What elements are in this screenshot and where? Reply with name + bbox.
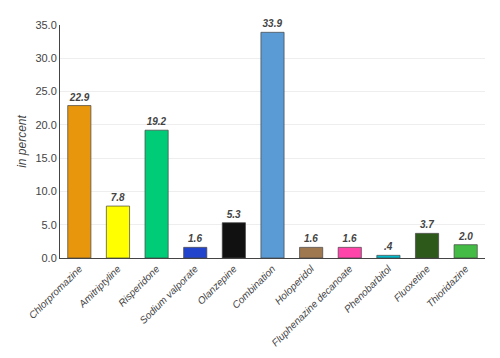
svg-text:5.3: 5.3 — [227, 209, 241, 220]
svg-text:35.0: 35.0 — [35, 19, 56, 31]
svg-text:1.6: 1.6 — [304, 233, 318, 244]
svg-text:Sodium valporate: Sodium valporate — [137, 263, 200, 326]
svg-text:2.0: 2.0 — [458, 231, 473, 242]
svg-text:Chlorpromazine: Chlorpromazine — [27, 263, 85, 321]
svg-text:19.2: 19.2 — [147, 116, 167, 127]
svg-text:Thioridazine: Thioridazine — [424, 263, 471, 310]
svg-text:1.6: 1.6 — [343, 233, 357, 244]
svg-text:22.9: 22.9 — [69, 92, 90, 103]
svg-text:25.0: 25.0 — [35, 85, 56, 97]
svg-text:3.7: 3.7 — [420, 219, 434, 230]
svg-text:Olanzepine: Olanzepine — [195, 263, 239, 307]
svg-text:33.9: 33.9 — [263, 18, 283, 29]
svg-text:10.0: 10.0 — [35, 185, 56, 197]
svg-text:Combination: Combination — [230, 263, 278, 311]
svg-text:0.0: 0.0 — [42, 252, 57, 264]
svg-text:20.0: 20.0 — [35, 119, 56, 131]
svg-text:15.0: 15.0 — [35, 152, 56, 164]
svg-text:Holoperidol: Holoperidol — [273, 263, 317, 307]
svg-text:in percent: in percent — [15, 114, 29, 167]
svg-text:7.8: 7.8 — [111, 192, 125, 203]
svg-text:30.0: 30.0 — [35, 52, 56, 64]
svg-text:Phenobarbitol: Phenobarbitol — [342, 263, 394, 315]
svg-text:1.6: 1.6 — [188, 233, 202, 244]
svg-text:Fluphenazine decanoate: Fluphenazine decanoate — [269, 263, 355, 349]
svg-text:5.0: 5.0 — [42, 219, 57, 231]
svg-text:.4: .4 — [384, 241, 393, 252]
svg-text:Risperidone: Risperidone — [116, 263, 162, 309]
svg-text:Fluoxetine: Fluoxetine — [392, 263, 433, 304]
svg-text:Amitriptyline: Amitriptyline — [76, 263, 123, 310]
